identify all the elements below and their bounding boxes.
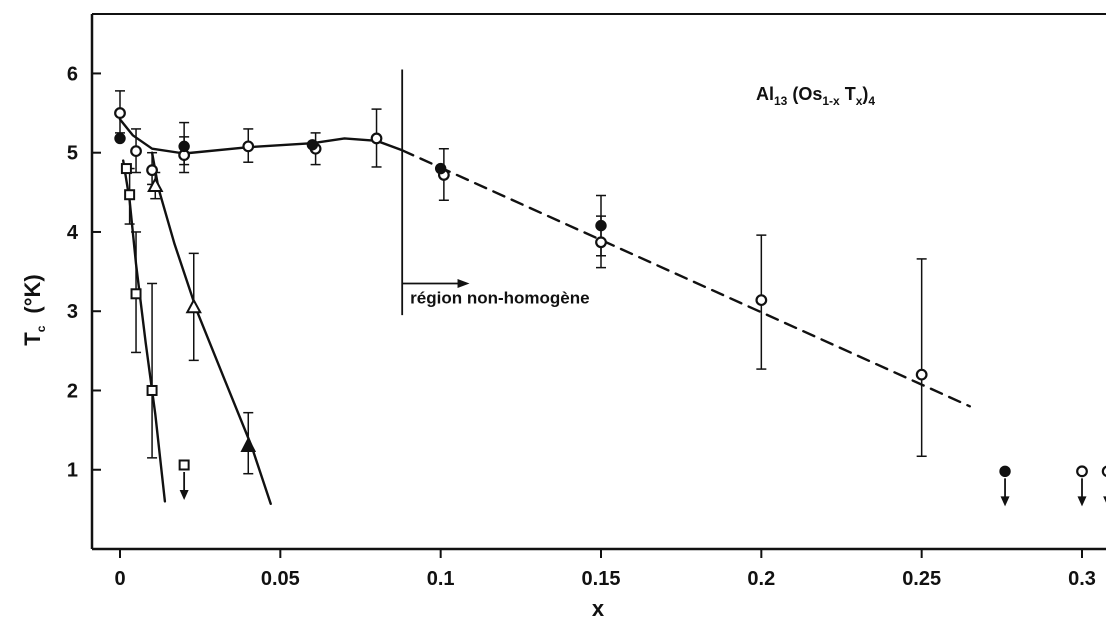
x-axis-title: x <box>592 596 605 621</box>
upper-limit-arrow-head <box>179 489 189 500</box>
point-open-circle <box>755 294 768 307</box>
y-tick-label: 1 <box>67 460 78 482</box>
point-filled-circle <box>306 139 319 151</box>
axes <box>90 13 1106 551</box>
x-tick-label: 0.3 <box>1068 568 1096 590</box>
y-tick-label: 3 <box>67 301 78 323</box>
x-tick-label: 0.05 <box>261 568 300 590</box>
point-open-triangle <box>185 298 202 314</box>
x-tick-label: 0.25 <box>902 568 941 590</box>
x-tick-label: 0.15 <box>582 568 621 590</box>
point-filled-circle <box>999 465 1011 478</box>
y-axis-title: Tc (°K) <box>20 274 48 345</box>
point-open-circle <box>130 145 142 158</box>
upper-limit-arrow-head <box>1000 496 1010 507</box>
point-filled-circle <box>434 162 447 175</box>
point-filled-circle <box>114 132 126 145</box>
chart-formula: Al13 (Os1-x Tx)4 <box>756 84 875 108</box>
point-open-circle <box>146 164 158 177</box>
data-points <box>114 107 1106 478</box>
point-open-square <box>130 288 142 300</box>
y-axis-title-main: T <box>20 332 45 346</box>
region-label: région non-homogène <box>410 288 589 307</box>
point-open-square <box>146 384 158 396</box>
x-tick-label: 0.2 <box>747 568 775 590</box>
formula-end: T <box>840 84 856 104</box>
formula-mid: (Os <box>787 84 822 104</box>
error-bars <box>115 90 1106 507</box>
formula-close: ) <box>862 84 868 104</box>
region-arrow-head <box>457 278 470 288</box>
y-tick-label: 2 <box>67 380 78 402</box>
upper-limit-arrow-head <box>1077 496 1087 507</box>
y-tick-label: 4 <box>67 222 79 244</box>
point-filled-triangle <box>240 436 257 452</box>
point-open-circle <box>1101 465 1106 477</box>
point-open-circle <box>242 140 255 153</box>
point-filled-circle <box>595 219 607 232</box>
x-tick-labels: 0 0.05 0.1 0.15 0.2 0.25 0.3 <box>114 568 1095 590</box>
point-open-triangle <box>147 176 164 192</box>
x-tick-label: 0 <box>114 568 125 590</box>
formula-sub4: 4 <box>868 94 875 108</box>
point-open-circle <box>114 107 126 119</box>
tick-marks <box>92 72 1083 558</box>
formula-sub1: 13 <box>774 94 788 108</box>
y-axis-title-unit: (°K) <box>20 274 45 313</box>
y-tick-label: 6 <box>67 63 78 85</box>
x-tick-label: 0.1 <box>427 568 455 590</box>
fitted-curve <box>118 118 404 155</box>
point-filled-circle <box>178 140 190 153</box>
formula-main: Al <box>756 84 774 104</box>
point-open-circle <box>1076 465 1088 478</box>
point-open-circle <box>595 236 607 249</box>
y-axis-title-sub: c <box>34 325 48 332</box>
formula-sub2: 1-x <box>822 94 840 108</box>
annotation-region: région non-homogène <box>401 69 590 316</box>
point-open-square <box>178 459 190 471</box>
point-open-circle <box>915 368 928 381</box>
point-open-square <box>120 163 132 175</box>
dashed-trend-line <box>401 149 971 408</box>
y-tick-label: 5 <box>67 143 78 165</box>
upper-limit-arrow-head <box>1103 496 1106 503</box>
point-open-circle <box>370 132 383 145</box>
point-open-square <box>124 189 136 201</box>
formula-sub3: x <box>856 94 863 108</box>
y-tick-labels: 1 2 3 4 5 6 <box>67 63 79 481</box>
